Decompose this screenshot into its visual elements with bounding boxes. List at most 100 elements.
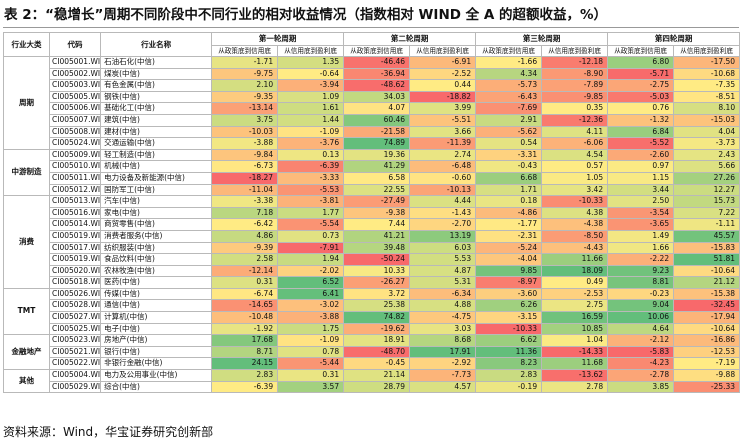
return-value-cell: -46.46 (343, 56, 411, 69)
return-value-cell: -1.92 (211, 322, 279, 336)
return-value-cell: 0.49 (541, 276, 609, 289)
return-value-cell: 3.75 (211, 113, 279, 127)
return-value-cell: -14.33 (541, 345, 609, 359)
table-row: CI005029.WI 综合(中信) -6.39 3.57 28.79 4.57 -0.19… (4, 380, 741, 394)
return-value-cell: -32.45 (673, 299, 741, 313)
return-value-cell: -7.73 (409, 369, 477, 382)
table-row: CI005027.WI 计算机(中信) -10.48 -3.88 74.82 -4.75-… (4, 311, 741, 324)
industry-name: 建筑(中信) (100, 113, 213, 127)
table-header: 行业大类 代码 行业名称 第一轮周期 第二轮周期 第三轮周期 第四轮周期 从政策… (3, 32, 741, 57)
return-value-cell: -36.94 (343, 67, 411, 81)
return-value-cell: 1.44 (277, 113, 345, 127)
return-value-cell: -5.51 (409, 113, 477, 127)
return-value-cell: -2.60 (607, 148, 675, 162)
return-value-cell: -10.64 (673, 322, 741, 336)
return-value-cell: -21.58 (343, 125, 411, 139)
return-value-cell: -2.70 (409, 218, 477, 231)
return-value-cell: 8.81 (607, 276, 675, 289)
industry-code: CI005008.WI (48, 125, 102, 139)
return-value-cell: 1.66 (607, 241, 675, 255)
industry-code: CI005007.WI (48, 113, 102, 127)
table-row: CI005028.WI 通信(中信) -14.65 -3.02 25.38 4.88 6.2… (4, 299, 741, 313)
industry-name: 钢铁(中信) (100, 90, 213, 104)
industry-code: CI005021.WI (48, 345, 102, 359)
return-value-cell: -9.84 (211, 148, 279, 162)
return-value-cell: -2.52 (409, 67, 477, 81)
return-value-cell: 4.38 (541, 206, 609, 220)
return-value-cell: 10.06 (607, 311, 675, 324)
industry-code: CI005017.WI (48, 241, 102, 255)
industry-code: CI005019.WI (48, 253, 102, 266)
return-value-cell: 2.83 (211, 369, 279, 382)
return-value-cell: 19.36 (343, 148, 411, 162)
industry-code: CI005012.WI (48, 183, 102, 197)
table-row: 消费 CI005013.WI 汽车(中信) -3.38 -3.81 -27.49 4.44 0… (3, 195, 741, 289)
return-value-cell: -5.54 (277, 218, 345, 231)
return-value-cell: -4.43 (541, 241, 609, 255)
return-value-cell: -6.48 (409, 160, 477, 173)
industry-code: CI005026.WI (48, 287, 102, 301)
industry-code: CI005009.WI (48, 148, 102, 162)
industry-code: CI005020.WI (48, 264, 102, 278)
source-note: 资料来源：Wind，华宝证券研究创新部 (3, 425, 214, 439)
table-row: CI005006.WI 基础化工(中信) -13.14 1.61 4.07 3.99 -7.… (4, 102, 741, 115)
industry-code: CI005023.WI (48, 334, 102, 347)
return-value-cell: -6.06 (541, 137, 609, 150)
table-row: CI005022.WI 非银行金融(中信) 24.15 -5.44 -0.45 -2.92… (4, 357, 741, 371)
return-value-cell: -3.54 (607, 206, 675, 220)
return-value-cell: -27.49 (343, 195, 411, 208)
header-phase-credit-to-profit: 从信用底到盈利底 (541, 45, 609, 57)
return-value-cell: 2.58 (211, 253, 279, 266)
industry-code: CI005018.WI (48, 276, 102, 289)
return-value-cell: 3.42 (541, 183, 609, 197)
sector-label: 金融地产 (3, 334, 50, 371)
industry-name: 食品饮料(中信) (100, 253, 213, 266)
industry-name: 医药(中信) (100, 276, 213, 289)
return-value-cell: 9.85 (475, 264, 543, 278)
table-row: CI005007.WI 建筑(中信) 3.75 1.44 60.46 -5.51 2.91-… (4, 113, 741, 127)
sector-label: 中游制造 (3, 148, 50, 197)
return-value-cell: 5.53 (409, 253, 477, 266)
sector-label: 其他 (3, 369, 50, 394)
industry-code: CI005003.WI (48, 79, 102, 92)
return-value-cell: -17.50 (673, 56, 741, 69)
return-value-cell: -2.31 (475, 229, 543, 243)
industry-name: 非银行金融(中信) (100, 357, 213, 371)
return-value-cell: -10.64 (673, 264, 741, 278)
return-value-cell: -0.23 (607, 287, 675, 301)
sector-label: 周期 (3, 56, 50, 150)
table-row: 中游制造 CI005009.WI 轻工制造(中信) -9.84 0.13 19.36 2.7… (3, 148, 741, 197)
return-value-cell: 1.15 (607, 171, 675, 185)
return-value-cell: -3.94 (277, 79, 345, 92)
industry-code: CI005022.WI (48, 357, 102, 371)
return-value-cell: 7.44 (343, 218, 411, 231)
return-value-cell: -4.86 (475, 206, 543, 220)
return-value-cell: -15.83 (673, 241, 741, 255)
return-value-cell: 4.64 (607, 322, 675, 336)
return-value-cell: -0.45 (343, 357, 411, 371)
return-value-cell: 2.74 (409, 148, 477, 162)
return-value-cell: -6.34 (409, 287, 477, 301)
return-value-cell: 0.57 (541, 160, 609, 173)
return-value-cell: -8.51 (673, 90, 741, 104)
return-value-cell: -5.71 (607, 67, 675, 81)
return-value-cell: 2.10 (211, 79, 279, 92)
return-value-cell: 9.04 (607, 299, 675, 313)
table-row: CI005017.WI 纺织服装(中信) -9.39 -7.91 39.48 6.03 -5… (4, 241, 741, 255)
return-value-cell: 6.26 (475, 299, 543, 313)
table-title: 表 2：“稳增长”周期不同阶段中不同行业的相对收益情况（指数相对 WIND 全 … (4, 7, 608, 23)
return-value-cell: 27.26 (673, 171, 741, 185)
return-value-cell: -12.36 (541, 113, 609, 127)
table-row: 其他 CI005004.WI 电力及公用事业(中信) 2.83 0.31 21.14 -7.… (3, 369, 741, 394)
return-value-cell: 0.54 (475, 137, 543, 150)
return-value-cell: 11.36 (475, 345, 543, 359)
return-value-cell: -2.12 (607, 334, 675, 347)
return-value-cell: 0.78 (277, 345, 345, 359)
return-value-cell: 0.35 (541, 102, 609, 115)
return-value-cell: 21.14 (343, 369, 411, 382)
table-row: CI005002.WI 煤炭(中信) -9.75 -0.64 -36.94 -2.52 4.… (4, 67, 741, 81)
table-row: CI005019.WI 食品饮料(中信) 2.58 1.94 -50.24 5.53 -4.… (4, 253, 741, 266)
industry-name: 房地产(中信) (100, 334, 213, 347)
return-value-cell: 18.91 (343, 334, 411, 347)
return-value-cell: -18.82 (409, 90, 477, 104)
